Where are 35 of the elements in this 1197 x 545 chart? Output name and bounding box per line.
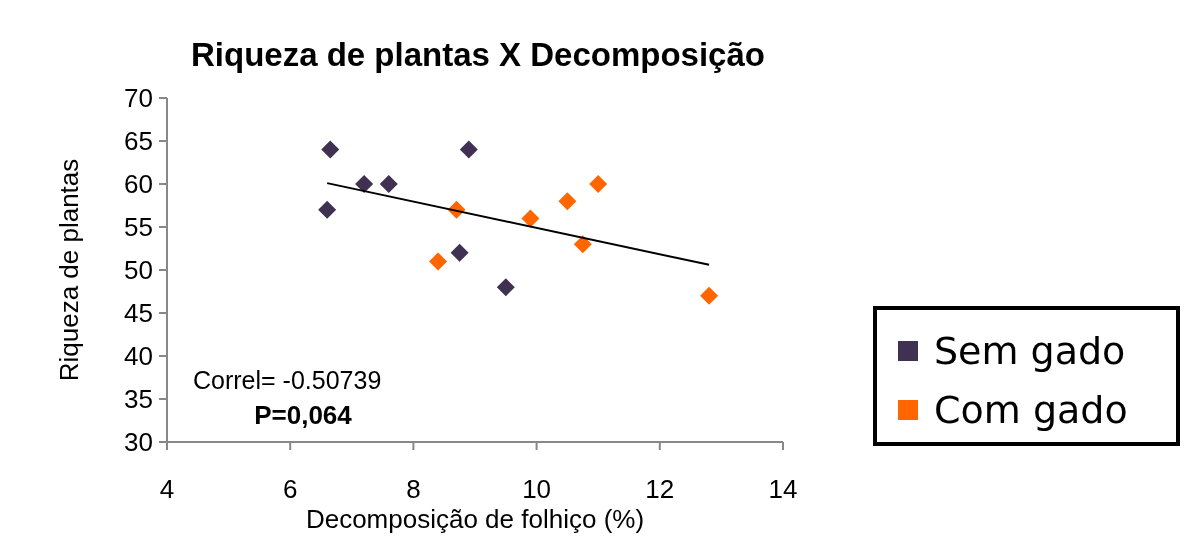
point — [429, 252, 448, 271]
x-tick-label: 8 — [406, 474, 421, 504]
x-tick-label: 10 — [522, 474, 552, 504]
point — [521, 209, 540, 228]
point — [450, 243, 469, 262]
y-tick-label: 30 — [124, 427, 153, 458]
y-tick-label: 70 — [124, 83, 153, 114]
x-axis-title: Decomposição de folhiço (%) — [305, 504, 645, 534]
annotation: P=0,064 — [254, 400, 353, 430]
legend-label: Sem gado — [934, 329, 1126, 374]
y-tick-label: 35 — [124, 384, 153, 415]
x-tick-label: 14 — [768, 474, 798, 504]
annotation: Correl= -0.50739 — [193, 366, 382, 394]
point — [379, 175, 398, 193]
y-tick-label: 55 — [124, 212, 153, 243]
x-tick-label: 12 — [645, 474, 675, 504]
legend-label: Com gado — [934, 388, 1128, 433]
point — [700, 286, 719, 305]
y-tick-label: 60 — [124, 169, 153, 200]
x-tick-label: 4 — [159, 474, 175, 504]
x-tick-label: 6 — [282, 474, 298, 504]
chart-title: Riqueza de plantas X Decomposição — [191, 36, 765, 73]
point — [558, 192, 577, 211]
point — [496, 278, 515, 297]
y-tick-label: 50 — [124, 255, 153, 286]
y-tick-label: 40 — [124, 341, 153, 372]
point — [318, 200, 337, 219]
y-axis-title: Riqueza de plantas — [54, 158, 84, 382]
point — [321, 140, 340, 159]
point — [573, 235, 592, 254]
y-tick-label: 45 — [124, 298, 153, 329]
y-tick-label: 65 — [124, 126, 153, 157]
point — [459, 140, 478, 159]
point — [589, 175, 608, 193]
point — [355, 175, 374, 193]
